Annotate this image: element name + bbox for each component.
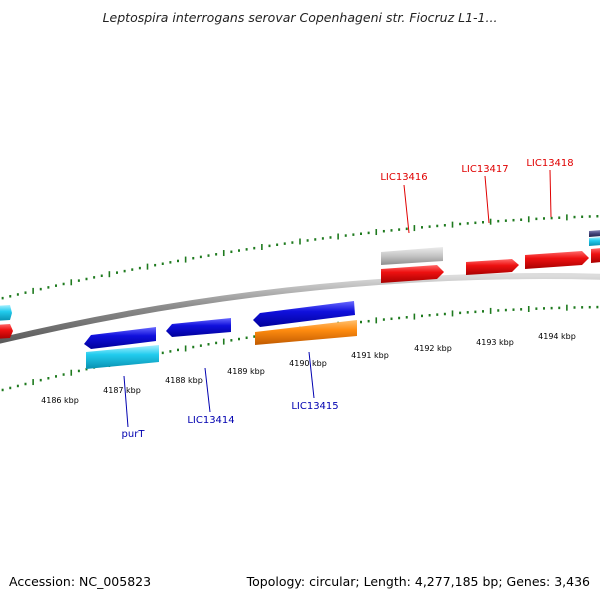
topology-summary: Topology: circular; Length: 4,277,185 bp… — [246, 574, 590, 589]
kbp-scale-label: 4190 kbp — [289, 359, 327, 368]
leader-line — [204, 367, 211, 413]
minus-label-leaders — [123, 351, 315, 428]
accession-label: Accession: NC_005823 — [9, 574, 152, 589]
gene-feature[interactable] — [84, 327, 156, 349]
gene-feature[interactable] — [166, 318, 231, 337]
kbp-scale-label: 4192 kbp — [414, 344, 452, 353]
kbp-scale-label: 4191 kbp — [351, 351, 389, 360]
kbp-scale-label: 4193 kbp — [476, 338, 514, 347]
leader-line — [484, 175, 490, 224]
leader-line — [123, 375, 129, 428]
genome-backbone — [0, 273, 600, 344]
gene-feature[interactable] — [0, 324, 13, 339]
kbp-scale-label: 4187 kbp — [103, 386, 141, 395]
gene-label-purt[interactable]: purT — [122, 429, 146, 440]
gene-feature[interactable] — [466, 259, 519, 275]
gene-feature[interactable] — [525, 251, 589, 269]
leader-line — [403, 184, 410, 234]
gene-feature[interactable] — [589, 237, 600, 246]
gene-feature[interactable] — [0, 305, 12, 321]
gene-label-lic13418[interactable]: LIC13418 — [526, 158, 573, 169]
gene-feature[interactable] — [381, 247, 443, 265]
gene-feature[interactable] — [253, 301, 355, 327]
plus-strand-ticks — [1, 214, 599, 300]
gene-label-lic13416[interactable]: LIC13416 — [380, 172, 427, 183]
gene-label-lic13417[interactable]: LIC13417 — [461, 164, 508, 175]
gene-feature[interactable] — [591, 248, 600, 263]
kbp-scale-label: 4189 kbp — [227, 367, 265, 376]
gene-feature[interactable] — [589, 230, 600, 237]
kbp-scale-label: 4186 kbp — [41, 396, 79, 405]
kbp-scale-label: 4188 kbp — [165, 376, 203, 385]
plus-strand-features — [0, 230, 600, 339]
plus-label-leaders — [403, 169, 552, 234]
gene-label-lic13414[interactable]: LIC13414 — [187, 415, 234, 426]
gene-label-lic13415[interactable]: LIC13415 — [291, 401, 338, 412]
gene-feature[interactable] — [381, 265, 444, 283]
minus-strand-features — [84, 301, 357, 369]
gene-feature[interactable] — [255, 320, 357, 345]
leader-line — [308, 351, 315, 399]
kbp-scale-label: 4194 kbp — [538, 332, 576, 341]
leader-line — [549, 169, 552, 218]
organism-title: Leptospira interrogans serovar Copenhage… — [102, 10, 498, 25]
gene-feature[interactable] — [86, 345, 159, 369]
